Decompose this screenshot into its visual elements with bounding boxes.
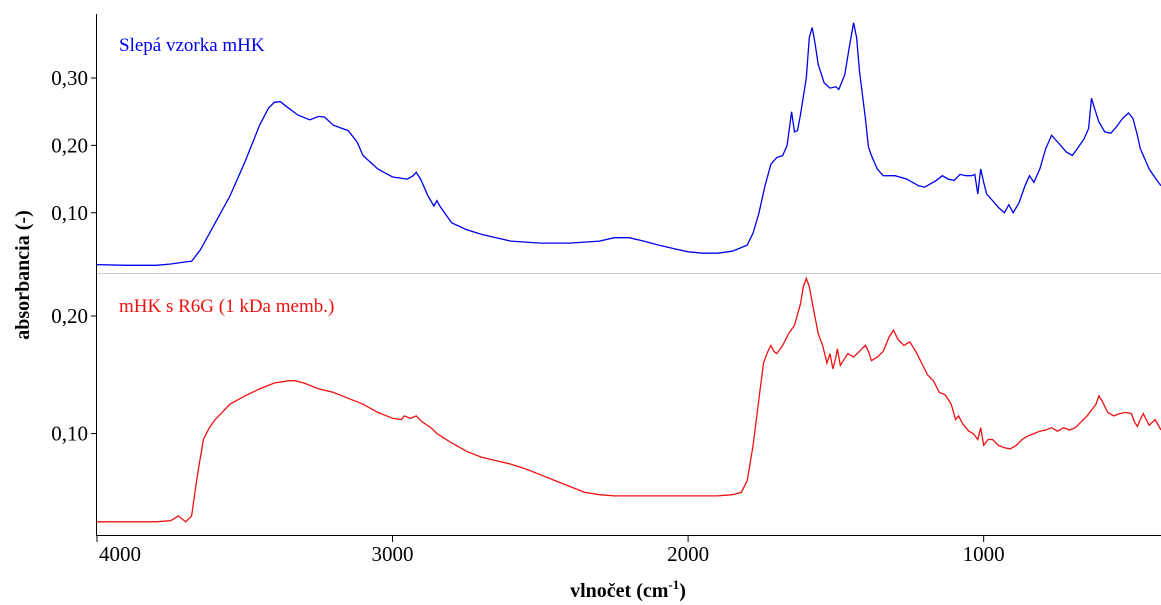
top-y-tick-label: 0,10 <box>51 201 88 225</box>
series-line-slepa-vzorka <box>96 22 1161 266</box>
x-axis-title: vlnočet (cm-1) <box>570 577 686 602</box>
y-axis-title: absorbancia (-) <box>12 210 34 339</box>
x-tick-label: 2000 <box>667 542 709 566</box>
x-tick-label: 4000 <box>99 542 141 566</box>
x-axis-ticks: 4000 3000 2000 1000 <box>96 535 1005 566</box>
top-y-tick-label: 0,20 <box>51 133 88 157</box>
bottom-y-tick-label: 0,10 <box>51 422 88 446</box>
top-y-tick-label: 0,30 <box>51 66 88 90</box>
series-label-slepa-vzorka: Slepá vzorka mHK <box>119 35 265 56</box>
bottom-panel-y-ticks: 0,10 0,20 <box>51 304 97 446</box>
series-label-mhk-r6g: mHK s R6G (1 kDa memb.) <box>119 296 334 317</box>
top-panel-y-ticks: 0,10 0,20 0,30 <box>51 66 97 225</box>
series-line-mhk-r6g <box>97 276 1161 523</box>
x-tick-label: 3000 <box>372 542 414 566</box>
x-tick-label: 1000 <box>963 542 1005 566</box>
bottom-y-tick-label: 0,20 <box>51 304 88 328</box>
